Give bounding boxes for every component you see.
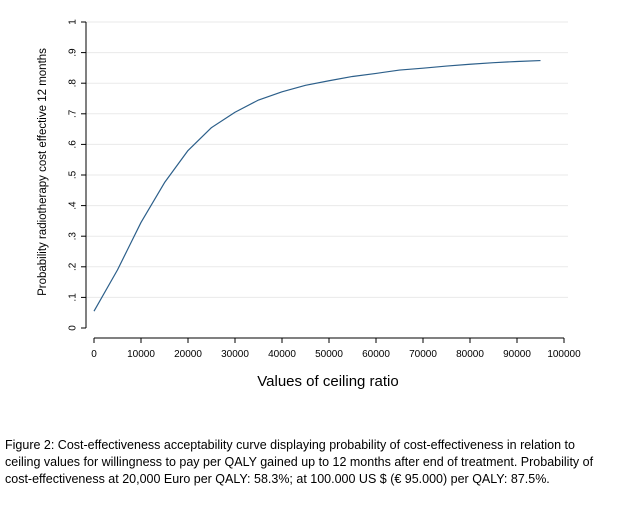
axes [85, 22, 564, 339]
y-tick-label-0: 0 [68, 325, 79, 331]
x-tick-label-9: 90000 [503, 349, 531, 360]
y-tick-label-6: .6 [68, 140, 79, 149]
x-tick-label-3: 30000 [221, 349, 249, 360]
figure-caption: Figure 2: Cost-effectiveness acceptabili… [5, 438, 594, 486]
y-tick-label-4: .4 [68, 201, 79, 210]
y-tick-label-3: .3 [68, 232, 79, 241]
x-tick-label-2: 20000 [174, 349, 202, 360]
y-tick-label-8: .8 [68, 79, 79, 88]
series-line-0 [93, 59, 541, 312]
x-tick-label-4: 40000 [268, 349, 296, 360]
ceac-chart: 0 10000 20000 30000 40000 50000 60000 70000 8000… [37, 19, 581, 390]
y-tick-label-2: .2 [68, 262, 79, 271]
x-tick-label-6: 60000 [362, 349, 390, 360]
x-tick-label-1: 10000 [127, 349, 155, 360]
gridlines [86, 21, 568, 298]
x-tick-label-8: 80000 [456, 349, 484, 360]
y-tick-label-5: .5 [68, 170, 79, 179]
x-tick-label-5: 50000 [315, 349, 343, 360]
x-axis-title: Values of ceiling ratio [257, 373, 398, 390]
y-tick-label-1: .1 [68, 293, 79, 302]
x-tick-label-7: 70000 [409, 349, 437, 360]
x-axis-ticks: 0 10000 20000 30000 40000 50000 60000 70000 8000… [91, 338, 581, 360]
y-tick-label-7: .7 [68, 109, 79, 118]
x-tick-label-10: 100000 [547, 349, 581, 360]
x-tick-label-0: 0 [91, 349, 97, 360]
series-layer [93, 59, 541, 312]
y-tick-label-9: .9 [68, 48, 79, 57]
y-axis-title: Probability radiotherapy cost effective … [37, 48, 49, 296]
y-tick-label-10: 1 [68, 19, 79, 25]
y-axis-ticks: 0 .1 .2 .3 .4 .5 .6 .7 .8 .9 1 [68, 19, 86, 331]
